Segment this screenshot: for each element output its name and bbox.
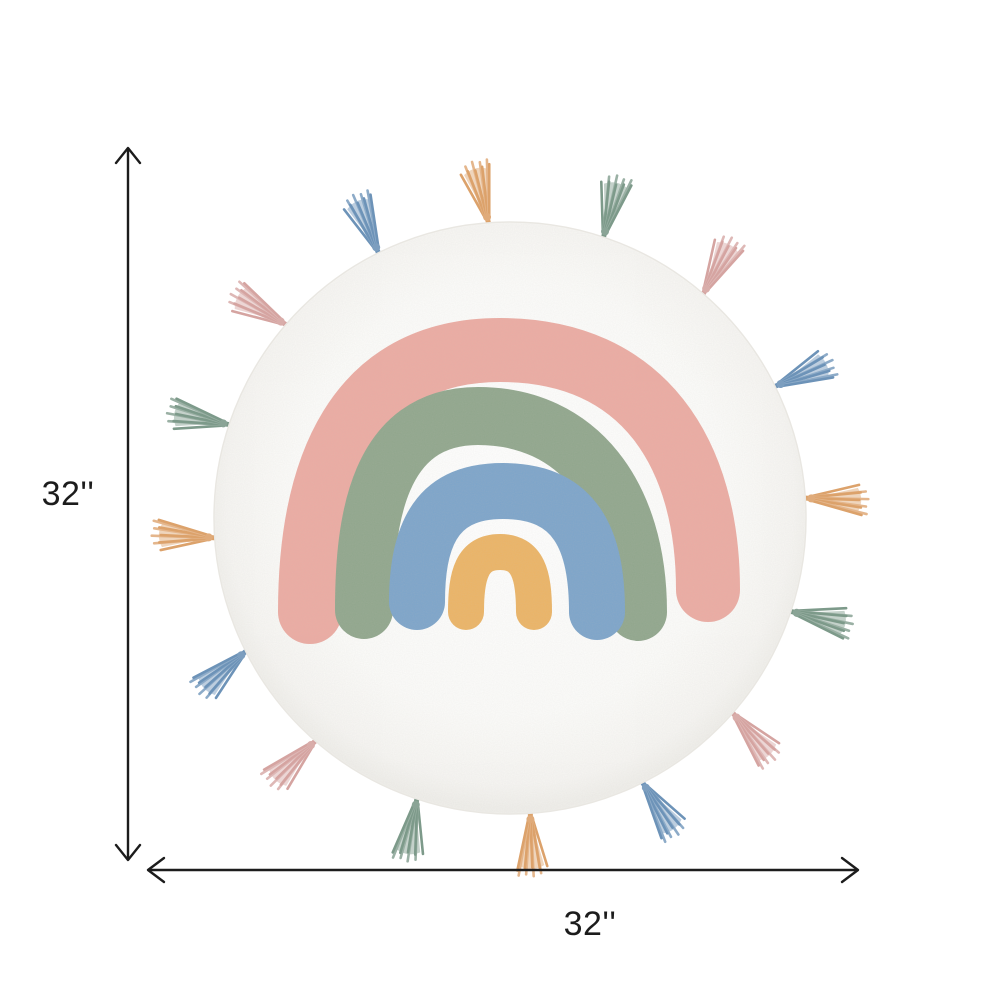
tassel-orange-9: [516, 801, 549, 878]
tassel-green-6: [779, 606, 854, 640]
tassel-blue-4: [764, 349, 839, 393]
tassel-green-2: [598, 174, 633, 249]
tassel-pink-3: [696, 235, 746, 305]
tassel-pink-7: [724, 703, 781, 770]
tassel-blue-16: [342, 189, 385, 264]
height-arrow-up-icon: [114, 146, 142, 165]
width-arrow-left-icon: [146, 856, 166, 884]
rug-texture-overlay: [215, 223, 805, 813]
tassel-pink-11: [260, 732, 325, 791]
dimension-lines: [114, 146, 860, 884]
tassel-blue-12: [189, 642, 256, 700]
height-arrow-down-icon: [114, 843, 142, 862]
tassel-fringe: [150, 158, 870, 878]
tassel-orange-1: [459, 158, 493, 235]
tassel-green-10: [391, 787, 425, 863]
width-dimension-label: 32'': [563, 905, 617, 943]
tassel-orange-5: [793, 483, 870, 517]
height-dimension-label: 32'': [41, 475, 95, 513]
width-arrow-right-icon: [840, 856, 860, 884]
